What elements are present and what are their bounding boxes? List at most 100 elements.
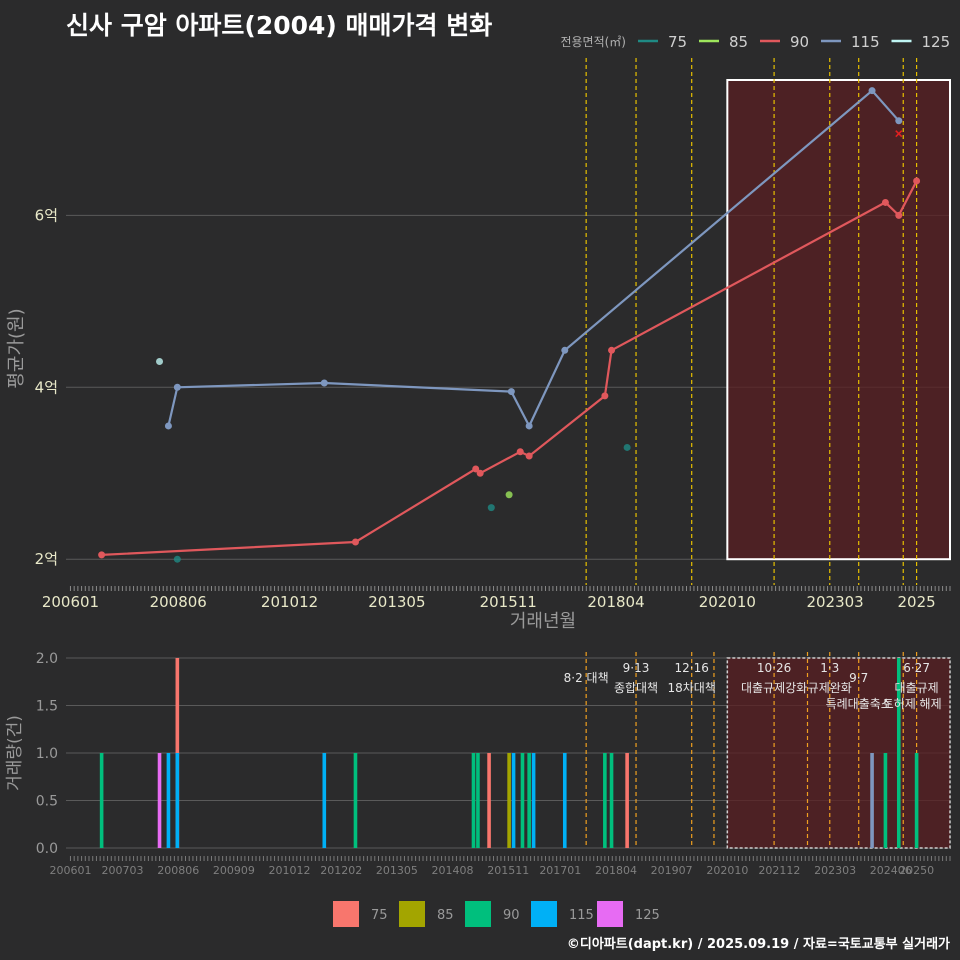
volume-x-tick-label: 202112 xyxy=(758,864,800,877)
volume-annotation-text: 특례대출축소 xyxy=(826,697,892,711)
price-point-90 xyxy=(608,346,616,354)
volume-bar xyxy=(511,753,516,848)
volume-x-tick-label: 201408 xyxy=(432,864,474,877)
price-point-90 xyxy=(913,177,921,185)
volume-bar xyxy=(896,658,901,848)
price-x-tick-label: 202303 xyxy=(806,593,863,611)
volume-annotation-date: 12·16 xyxy=(675,661,709,675)
volume-x-tick-label: 202406 xyxy=(870,864,912,877)
volume-bar xyxy=(883,753,888,848)
price-x-tick-label: 201305 xyxy=(368,593,425,611)
price-point-115 xyxy=(868,87,876,95)
price-x-tick-label: 200806 xyxy=(150,593,207,611)
volume-y-axis-label: 거래량(건) xyxy=(5,715,25,791)
price-legend-label: 85 xyxy=(729,33,748,51)
volume-bar xyxy=(625,753,629,848)
price-point-75 xyxy=(487,504,495,512)
price-series-line-115 xyxy=(167,89,900,429)
price-point-90 xyxy=(516,448,524,456)
volume-legend-label: 90 xyxy=(503,908,520,923)
volume-bar xyxy=(471,753,476,848)
volume-bar xyxy=(562,753,567,848)
price-point-115 xyxy=(173,383,181,391)
volume-annotation-text: 종합대책 xyxy=(614,680,658,695)
volume-bar xyxy=(476,753,480,848)
volume-bar xyxy=(507,753,511,848)
price-y-tick-label: 6억 xyxy=(35,206,58,224)
price-point-115 xyxy=(561,346,569,354)
price-point-90 xyxy=(476,469,484,477)
price-x-tick-label: 202010 xyxy=(699,593,756,611)
volume-annotation-text: 9·7 xyxy=(849,671,868,685)
chart-title: 신사 구암 아파트(2004) 매매가격 변화 xyxy=(66,11,493,40)
volume-annotation-text: 8·2 대책 xyxy=(564,670,609,685)
price-point-115 xyxy=(320,379,328,387)
volume-legend-label: 75 xyxy=(371,908,388,923)
volume-legend-key-85 xyxy=(399,901,425,927)
volume-x-tick-label: 201202 xyxy=(320,864,362,877)
volume-highlight-region xyxy=(726,657,951,849)
price-y-axis-label: 평균가(원) xyxy=(6,308,27,388)
price-legend-label: 90 xyxy=(790,33,809,51)
volume-bar xyxy=(531,753,536,848)
volume-bar xyxy=(157,753,162,848)
price-point-90 xyxy=(895,211,903,219)
volume-annotation-text: 규제완화 xyxy=(808,681,852,695)
price-point-75 xyxy=(623,443,631,451)
price-legend-label: 125 xyxy=(922,33,951,51)
price-point-90 xyxy=(881,198,889,206)
volume-x-tick-label: 201701 xyxy=(539,864,581,877)
price-point-115 xyxy=(164,422,172,430)
volume-annotation-text: 대출규제 xyxy=(895,681,939,695)
volume-x-tick-label: 200703 xyxy=(102,864,144,877)
price-point-75 xyxy=(173,555,181,563)
volume-bar xyxy=(99,753,104,848)
volume-y-tick-label: 1.0 xyxy=(36,746,58,762)
price-x-tick-label: 201511 xyxy=(480,593,537,611)
price-x-tick-label: 201804 xyxy=(587,593,644,611)
price-point-90 xyxy=(351,538,359,546)
volume-annotation-text: 18차대책 xyxy=(668,680,716,695)
volume-bar xyxy=(870,753,874,848)
price-y-tick-label: 4억 xyxy=(35,378,58,396)
volume-x-tick-label: 201804 xyxy=(595,864,637,877)
volume-bar xyxy=(353,753,358,848)
price-cancelled-marker xyxy=(895,130,903,138)
volume-x-tick-label: 200909 xyxy=(213,864,255,877)
volume-bar xyxy=(175,753,180,848)
price-highlight-region xyxy=(726,79,951,561)
volume-x-tick-label: 201305 xyxy=(376,864,418,877)
volume-x-tick-label: 201012 xyxy=(269,864,311,877)
volume-y-tick-label: 0.0 xyxy=(36,841,58,857)
price-point-90 xyxy=(525,452,533,460)
volume-x-tick-label: 202010 xyxy=(706,864,748,877)
volume-bar xyxy=(603,753,607,848)
volume-x-tick-label: 201511 xyxy=(487,864,529,877)
volume-annotation-date: 6·27 xyxy=(903,661,930,675)
source-credit: ©디아파트(dapt.kr) / 2025.09.19 / 자료=국토교통부 실… xyxy=(566,937,950,952)
volume-bar xyxy=(166,753,171,848)
volume-y-tick-label: 1.5 xyxy=(36,699,58,715)
price-x-axis-label: 거래년월 xyxy=(510,611,576,632)
volume-legend-label: 125 xyxy=(635,908,660,923)
volume-x-tick-label: 200806 xyxy=(157,864,199,877)
volume-annotation-date: 1·3 xyxy=(820,661,839,675)
price-legend-label: 115 xyxy=(851,33,880,51)
price-point-90 xyxy=(601,392,609,400)
price-point-90 xyxy=(472,465,480,473)
volume-legend-key-75 xyxy=(333,901,359,927)
volume-bar xyxy=(527,753,531,848)
volume-x-tick-label: 202303 xyxy=(814,864,856,877)
volume-y-tick-label: 2.0 xyxy=(36,651,58,667)
price-x-tick-label: 2025 xyxy=(898,593,936,611)
volume-legend-key-90 xyxy=(465,901,491,927)
price-legend-title: 전용면적(㎡) xyxy=(560,35,626,49)
price-point-85 xyxy=(505,491,513,499)
price-y-tick-label: 2억 xyxy=(35,550,58,568)
price-point-125 xyxy=(156,357,164,365)
volume-x-tick-label: 201907 xyxy=(651,864,693,877)
price-x-tick-label: 201012 xyxy=(261,593,318,611)
volume-legend-label: 85 xyxy=(437,908,454,923)
volume-annotation-date: 9·13 xyxy=(623,661,650,675)
volume-bar xyxy=(609,753,614,848)
